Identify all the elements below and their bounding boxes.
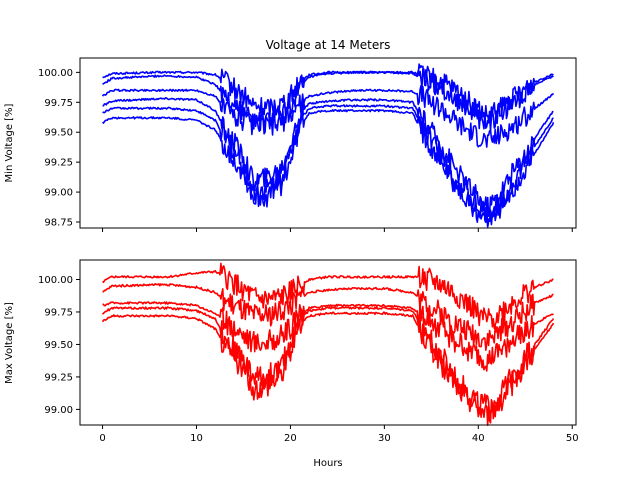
max-voltage-y-label: Max Voltage [%]: [4, 302, 15, 384]
max-voltage-y-tick-label: 99.25: [44, 372, 73, 383]
max-voltage-y-tick-label: 99.75: [44, 307, 73, 318]
min-voltage-lines: [101, 63, 555, 228]
max-voltage-y-tick-label: 99.00: [44, 405, 73, 416]
chart-title: Voltage at 14 Meters: [266, 38, 391, 52]
min-voltage-axes-frame: [79, 57, 577, 229]
min-voltage-series-line-1: [102, 63, 554, 122]
max-voltage-x-tick-label: 20: [284, 433, 297, 444]
max-voltage-lines: [101, 262, 555, 427]
min-voltage-series-line-2: [102, 68, 554, 132]
max-voltage-x-tick-label: 30: [378, 433, 391, 444]
max-voltage-y-tick-label: 100.00: [38, 275, 73, 286]
min-voltage-y-label: Min Voltage [%]: [4, 103, 15, 182]
min-voltage-series-line-6: [101, 108, 555, 228]
max-voltage-y-ticks: 99.00 99.25 99.50 99.75 100.00: [38, 275, 80, 416]
max-voltage-x-tick-label: 50: [566, 433, 579, 444]
min-voltage-series-line-4: [102, 97, 554, 217]
min-voltage-y-tick-label: 100.00: [38, 68, 73, 79]
max-voltage-y-tick-label: 99.50: [44, 340, 73, 351]
max-voltage-axes: 99.00 99.25 99.50 99.75 100.00 0 10 20 30 40 50 M…: [4, 259, 579, 469]
max-voltage-x-tick-label: 10: [190, 433, 203, 444]
min-voltage-x-ticks: [102, 228, 573, 232]
max-voltage-series-line-3: [102, 301, 554, 372]
min-voltage-y-tick-label: 98.75: [44, 218, 73, 229]
min-voltage-y-tick-label: 99.25: [44, 158, 73, 169]
x-axis-label: Hours: [313, 458, 342, 469]
max-voltage-series-line-5: [101, 311, 555, 427]
min-voltage-y-tick-label: 99.00: [44, 188, 73, 199]
max-voltage-series-line-1: [102, 262, 554, 330]
max-voltage-x-tick-label: 0: [99, 433, 105, 444]
max-voltage-series-line-2: [102, 282, 554, 351]
max-voltage-axes-frame: [79, 259, 577, 426]
min-voltage-y-ticks: 98.75 99.00 99.25 99.50 99.75 100.00: [38, 68, 80, 229]
min-voltage-y-tick-label: 99.50: [44, 128, 73, 139]
min-voltage-series-line-3: [101, 84, 555, 148]
max-voltage-x-tick-label: 40: [472, 433, 485, 444]
max-voltage-x-ticks: 0 10 20 30 40 50: [99, 425, 579, 444]
min-voltage-axes: 98.75 99.00 99.25 99.50 99.75 100.00 Min Volt…: [4, 57, 577, 232]
min-voltage-y-tick-label: 99.75: [44, 98, 73, 109]
